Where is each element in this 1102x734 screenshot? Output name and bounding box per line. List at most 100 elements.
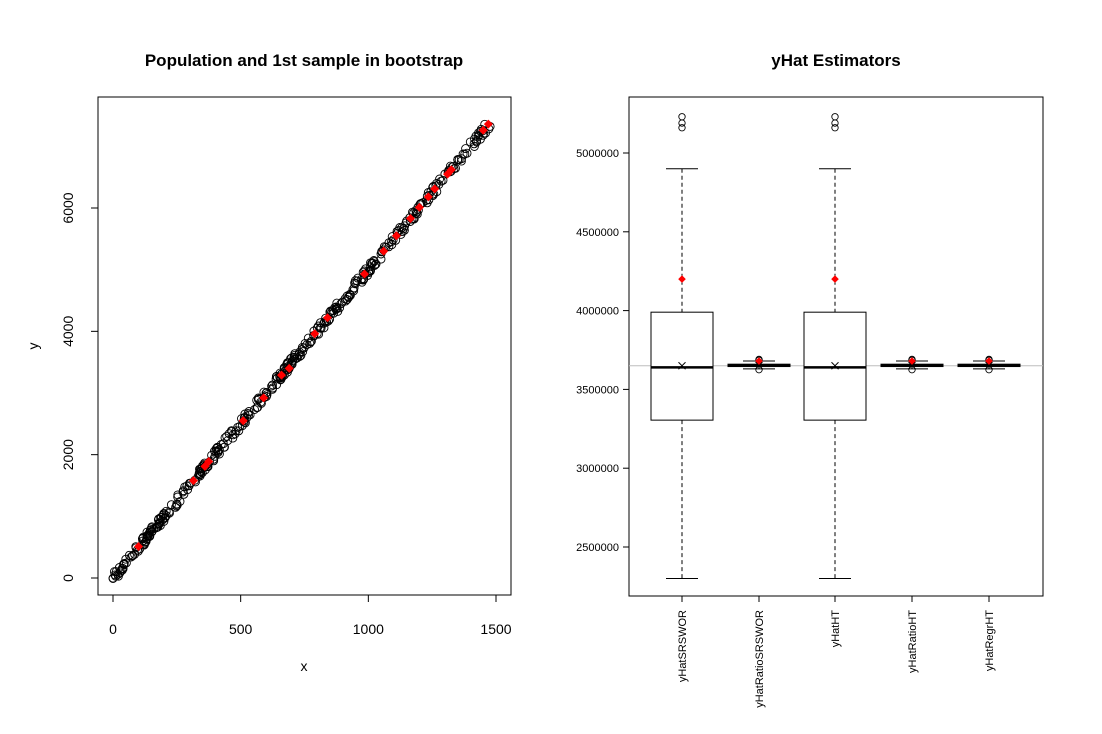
mean-marker — [985, 361, 993, 370]
population-point — [384, 242, 394, 252]
population-point — [348, 285, 358, 295]
outlier-point — [831, 119, 839, 127]
boxplot-yHatRatioSRSWOR — [727, 355, 791, 374]
mean-marker — [755, 361, 763, 370]
population-point — [180, 482, 190, 492]
outlier-point — [831, 113, 839, 121]
y-tick-label: 4500000 — [576, 227, 619, 239]
population-point — [475, 134, 485, 144]
population-point — [401, 218, 411, 228]
sample-estimate-point — [755, 357, 763, 365]
sample-point — [322, 313, 332, 323]
population-point — [328, 306, 338, 315]
population-point — [326, 306, 336, 316]
sample-point — [478, 125, 488, 135]
outlier-point — [678, 119, 686, 127]
population-point — [147, 522, 157, 532]
population-point — [333, 306, 343, 316]
x-tick-label: yHatSRSWOR — [677, 610, 689, 682]
sample-point — [134, 542, 144, 552]
population-point — [233, 422, 243, 432]
population-point — [212, 443, 222, 452]
sample-point — [423, 192, 433, 202]
y-tick-label: 3500000 — [576, 384, 619, 396]
scatter-title: Population and 1st sample in bootstrap — [145, 51, 463, 70]
sample-estimate-point — [831, 275, 839, 283]
population-point — [290, 350, 300, 360]
mean-marker — [678, 361, 686, 370]
sample-estimate-point — [908, 357, 916, 365]
population-point — [352, 276, 362, 286]
boxplot-yHatHT — [803, 113, 867, 580]
population-point — [353, 273, 363, 283]
population-point — [252, 395, 262, 405]
population-point — [110, 570, 120, 580]
sample-point — [360, 269, 370, 279]
x-tick-label: yHatRegrHT — [984, 610, 996, 671]
population-point — [144, 531, 154, 541]
population-point — [272, 380, 282, 390]
population-point — [267, 381, 277, 391]
population-point — [371, 260, 381, 269]
population-point — [457, 154, 466, 164]
population-point — [121, 554, 131, 564]
population-point — [460, 149, 470, 159]
population-point — [315, 318, 325, 328]
boxplot-panel: yHat Estimators 2500000 3000000 3500000 400… — [576, 51, 1044, 708]
population-point — [228, 430, 238, 440]
y-tick-label: 4000 — [60, 316, 76, 347]
boxplot-yHatRegrHT — [957, 355, 1021, 374]
population-point — [344, 292, 354, 302]
sample-points — [134, 119, 493, 552]
population-point — [329, 308, 339, 318]
population-point — [366, 258, 375, 268]
sample-point — [483, 119, 493, 129]
population-point — [471, 131, 481, 141]
sample-point — [204, 456, 214, 466]
population-point — [376, 254, 386, 264]
population-point — [161, 506, 171, 516]
x-tick-label: 500 — [229, 621, 253, 637]
boxplot-yHatSRSWOR — [650, 113, 714, 580]
y-tick-label: 3000000 — [576, 463, 619, 475]
population-point — [172, 499, 182, 509]
sample-point — [259, 393, 269, 403]
population-point — [315, 323, 325, 333]
population-point — [367, 259, 377, 268]
population-point — [196, 467, 206, 477]
population-point — [252, 403, 262, 413]
population-point — [295, 351, 305, 361]
boxplot-boxes — [650, 113, 1021, 580]
outlier-point — [678, 124, 686, 132]
boxplot-yHatRatioHT — [880, 355, 944, 374]
population-point — [350, 279, 360, 289]
scatter-panel: Population and 1st sample in bootstrap 0… — [25, 51, 512, 674]
population-point — [142, 531, 152, 541]
sample-point — [430, 184, 440, 194]
population-point — [119, 559, 129, 569]
population-point — [342, 295, 352, 304]
y-tick-label: 5000000 — [576, 148, 619, 160]
population-point — [244, 410, 254, 420]
sample-point — [391, 231, 401, 241]
population-point — [118, 564, 128, 574]
population-point — [303, 333, 313, 343]
population-point — [207, 450, 217, 460]
population-point — [211, 444, 221, 453]
population-point — [306, 336, 316, 346]
population-point — [471, 136, 481, 146]
outlier-point — [831, 124, 839, 132]
scatter-y-axis: 0 2000 4000 6000 — [60, 192, 99, 582]
population-point — [342, 291, 352, 301]
population-point — [173, 492, 183, 502]
population-point — [461, 144, 471, 154]
scatter-y-label: y — [25, 343, 41, 350]
population-point — [250, 405, 259, 414]
outlier-point — [908, 366, 916, 374]
y-tick-label: 4000000 — [576, 306, 619, 318]
sample-point — [188, 476, 198, 486]
y-tick-label: 6000 — [60, 192, 76, 223]
y-tick-label: 0 — [60, 574, 76, 582]
population-point — [159, 509, 169, 518]
